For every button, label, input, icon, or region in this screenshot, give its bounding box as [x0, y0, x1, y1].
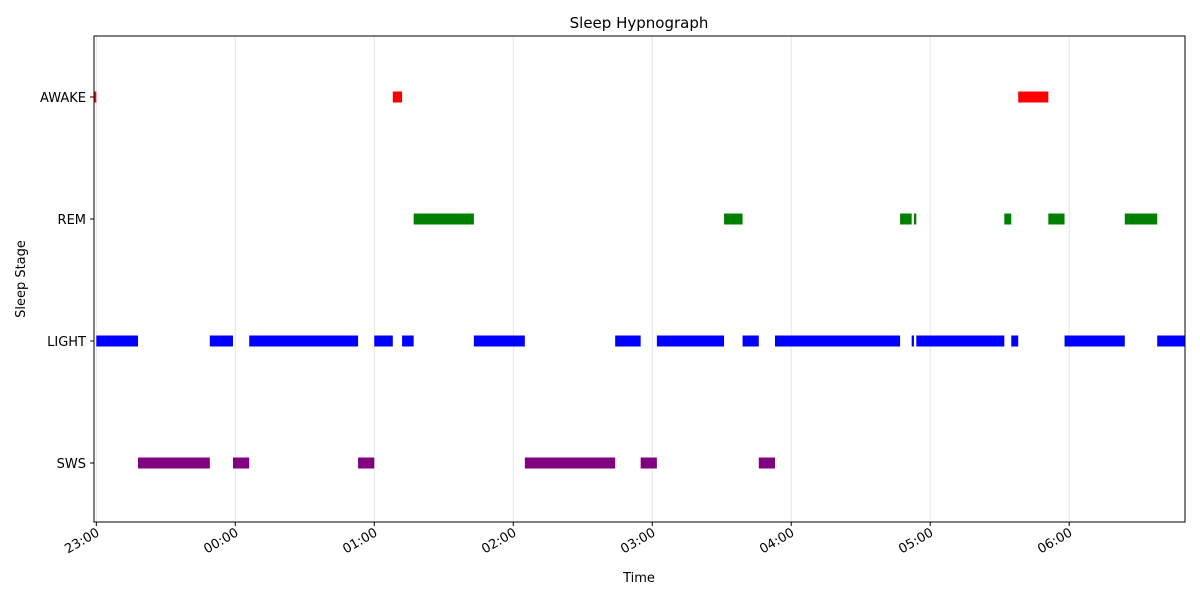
segment-light [1157, 335, 1185, 347]
segment-light [1064, 335, 1125, 347]
segment-light [916, 335, 1005, 347]
segment-sws [138, 457, 210, 469]
segment-rem [1048, 213, 1065, 225]
grid-lines [95, 36, 1070, 522]
y-tick-label: AWAKE [40, 91, 86, 106]
segment-rem [913, 213, 917, 225]
segment-sws [640, 457, 657, 469]
segment-light [742, 335, 759, 347]
segment-sws [758, 457, 776, 469]
segment-rem [724, 213, 743, 225]
segment-light [911, 335, 914, 347]
stage-segments [94, 91, 1185, 469]
segment-light [1011, 335, 1019, 347]
segment-rem [413, 213, 474, 225]
segment-light [249, 335, 359, 347]
y-tick-label: LIGHT [47, 335, 86, 350]
segment-sws [524, 457, 616, 469]
segment-awake [392, 91, 403, 103]
segment-light [374, 335, 393, 347]
segment-rem [1124, 213, 1158, 225]
segment-light [656, 335, 725, 347]
segment-light [209, 335, 233, 347]
segment-light [615, 335, 641, 347]
segment-light [775, 335, 901, 347]
y-axis-label: Sleep Stage [14, 240, 29, 318]
segment-sws [358, 457, 375, 469]
segment-light [96, 335, 139, 347]
plot-frame [93, 35, 1186, 523]
x-axis-label: Time [622, 571, 655, 586]
y-tick-label: SWS [57, 457, 86, 472]
segment-light [473, 335, 525, 347]
segment-awake [94, 91, 97, 103]
segment-rem [900, 213, 912, 225]
segment-sws [232, 457, 250, 469]
chart-title: Sleep Hypnograph [570, 14, 709, 32]
y-axis: SWS LIGHT REM AWAKE [40, 91, 94, 472]
y-tick-label: REM [58, 213, 86, 228]
segment-light [402, 335, 414, 347]
segment-rem [1004, 213, 1012, 225]
segment-awake [1018, 91, 1049, 103]
